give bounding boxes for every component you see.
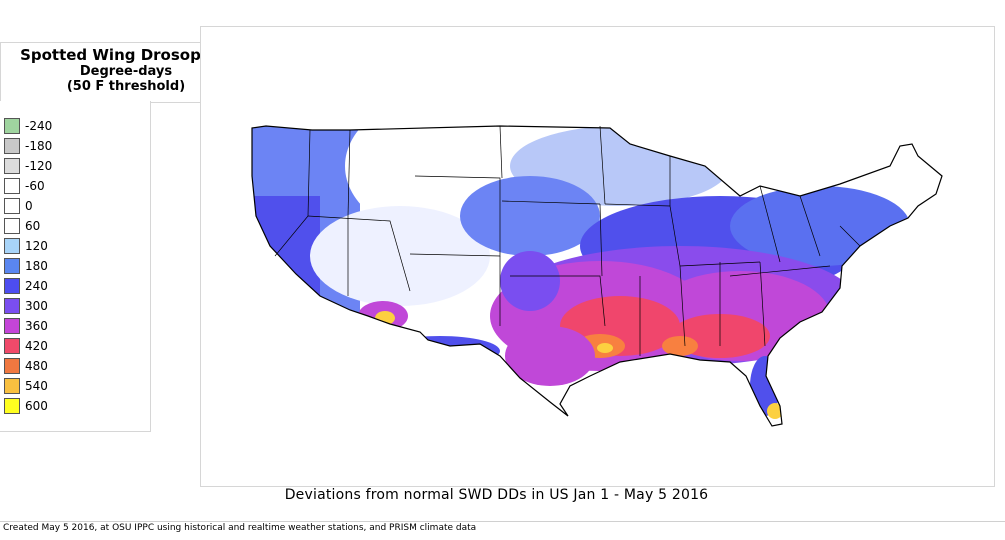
legend-item: -60 <box>4 177 45 195</box>
map-threshold: (50 F threshold) <box>66 79 186 94</box>
legend-item: 180 <box>4 257 48 275</box>
legend-swatch <box>4 138 20 154</box>
legend-item: 540 <box>4 377 48 395</box>
legend-label: 240 <box>25 279 48 293</box>
legend-item: 360 <box>4 317 48 335</box>
state-borders <box>274 125 861 356</box>
legend-item: 300 <box>4 297 48 315</box>
legend-label: 300 <box>25 299 48 313</box>
legend-label: 180 <box>25 259 48 273</box>
map-caption: Deviations from normal SWD DDs in US Jan… <box>284 487 709 503</box>
legend-label: 480 <box>25 359 48 373</box>
legend-item: 120 <box>4 237 48 255</box>
legend-label: 420 <box>25 339 48 353</box>
legend-swatch <box>4 238 20 254</box>
legend-item: 480 <box>4 357 48 375</box>
legend-swatch <box>4 158 20 174</box>
map-title: Spotted Wing Drosophila <box>20 46 232 64</box>
legend-item: 600 <box>4 397 48 415</box>
legend-label: 0 <box>25 199 33 213</box>
legend-swatch <box>4 338 20 354</box>
legend-item: -180 <box>4 137 52 155</box>
legend-swatch <box>4 258 20 274</box>
legend-label: 540 <box>25 379 48 393</box>
legend-label: 120 <box>25 239 48 253</box>
legend-item: 420 <box>4 337 48 355</box>
legend-swatch <box>4 318 20 334</box>
data-credit: Created May 5 2016, at OSU IPPC using hi… <box>3 523 477 533</box>
legend-item: 240 <box>4 277 48 295</box>
legend-item: -240 <box>4 117 52 135</box>
legend-swatch <box>4 378 20 394</box>
legend-label: 600 <box>25 399 48 413</box>
divider <box>0 521 1005 522</box>
legend-swatch <box>4 118 20 134</box>
legend-label: -60 <box>25 179 45 193</box>
us-map <box>251 125 943 427</box>
legend-label: -240 <box>25 119 53 133</box>
legend-label: 60 <box>25 219 41 233</box>
legend-swatch <box>4 198 20 214</box>
legend: -240 -180 -120 -60 0 60 120 180 240 300 360 420 480 5… <box>0 101 151 432</box>
legend-label: -180 <box>25 139 53 153</box>
legend-swatch <box>4 358 20 374</box>
legend-swatch <box>4 398 20 414</box>
legend-item: 0 <box>4 197 33 215</box>
map-subtitle: Degree-days <box>79 64 173 79</box>
legend-swatch <box>4 178 20 194</box>
legend-swatch <box>4 298 20 314</box>
legend-swatch <box>4 218 20 234</box>
legend-item: 60 <box>4 217 40 235</box>
legend-item: -120 <box>4 157 52 175</box>
legend-swatch <box>4 278 20 294</box>
legend-label: -120 <box>25 159 53 173</box>
legend-label: 360 <box>25 319 48 333</box>
